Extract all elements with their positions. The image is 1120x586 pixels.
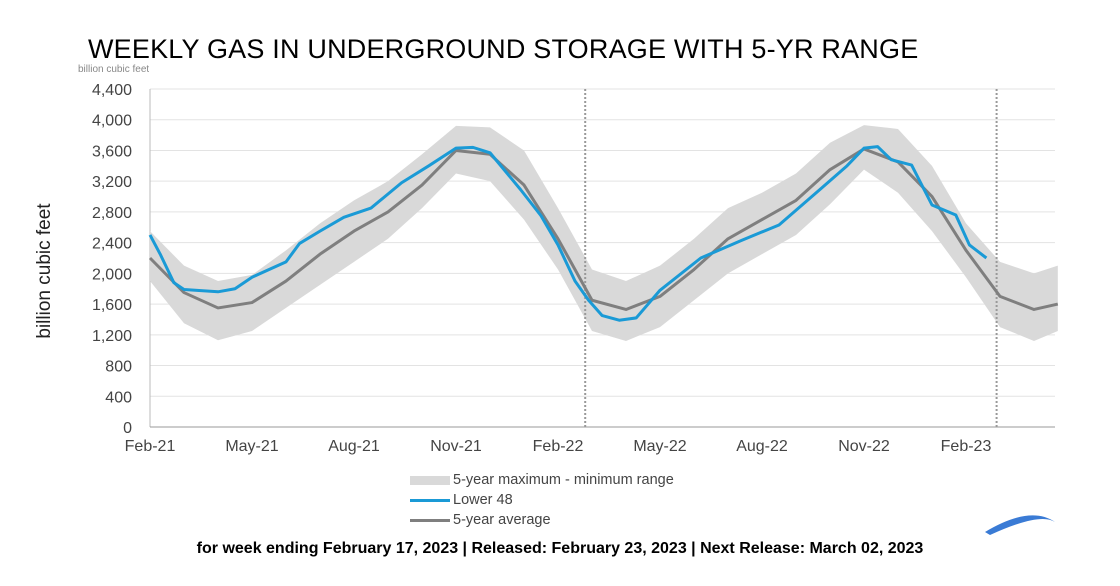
legend-item-lower48: Lower 48: [410, 490, 674, 510]
y-tick-label: 400: [105, 389, 132, 406]
lower48-swatch: [410, 498, 450, 502]
y-tick-label: 2,800: [92, 205, 132, 222]
x-tick-label: Feb-23: [941, 438, 992, 455]
average-swatch: [410, 518, 450, 522]
y-tick-label: 3,600: [92, 143, 132, 160]
x-tick-label: Aug-22: [736, 438, 788, 455]
x-tick-label: Aug-21: [328, 438, 380, 455]
x-tick-label: Nov-22: [838, 438, 890, 455]
x-tick-label: Nov-21: [430, 438, 482, 455]
series-line-lower-48: [148, 145, 988, 322]
x-tick-label: May-22: [633, 438, 686, 455]
legend-label: Lower 48: [453, 492, 513, 508]
y-tick-label: 3,200: [92, 174, 132, 191]
legend-item-range: 5-year maximum - minimum range: [410, 470, 674, 490]
y-tick-label: 4,400: [92, 82, 132, 99]
chart-title: WEEKLY GAS IN UNDERGROUND STORAGE WITH 5…: [88, 34, 919, 64]
range-swatch: [410, 475, 450, 485]
y-tick-label: 1,200: [92, 328, 132, 345]
x-tick-label: Feb-21: [125, 438, 176, 455]
y-tick-label: 0: [123, 420, 132, 437]
legend-item-average: 5-year average: [410, 510, 674, 530]
y-tick-label: 1,600: [92, 297, 132, 314]
y-tick-label: 800: [105, 359, 132, 376]
y-tick-label: 2,000: [92, 266, 132, 283]
range-band: [150, 125, 1058, 341]
release-footer: for week ending February 17, 2023 | Rele…: [196, 540, 924, 557]
x-tick-label: May-21: [225, 438, 278, 455]
legend-label: 5-year maximum - minimum range: [453, 472, 674, 488]
legend-label: 5-year average: [453, 512, 551, 528]
y-tick-label: 4,000: [92, 113, 132, 130]
y-tick-label: 2,400: [92, 236, 132, 253]
x-tick-label: Feb-22: [533, 438, 584, 455]
unit-label: billion cubic feet: [78, 64, 150, 72]
legend: 5-year maximum - minimum range Lower 48 …: [410, 470, 674, 530]
series-line-5-year-average: [148, 147, 1059, 311]
